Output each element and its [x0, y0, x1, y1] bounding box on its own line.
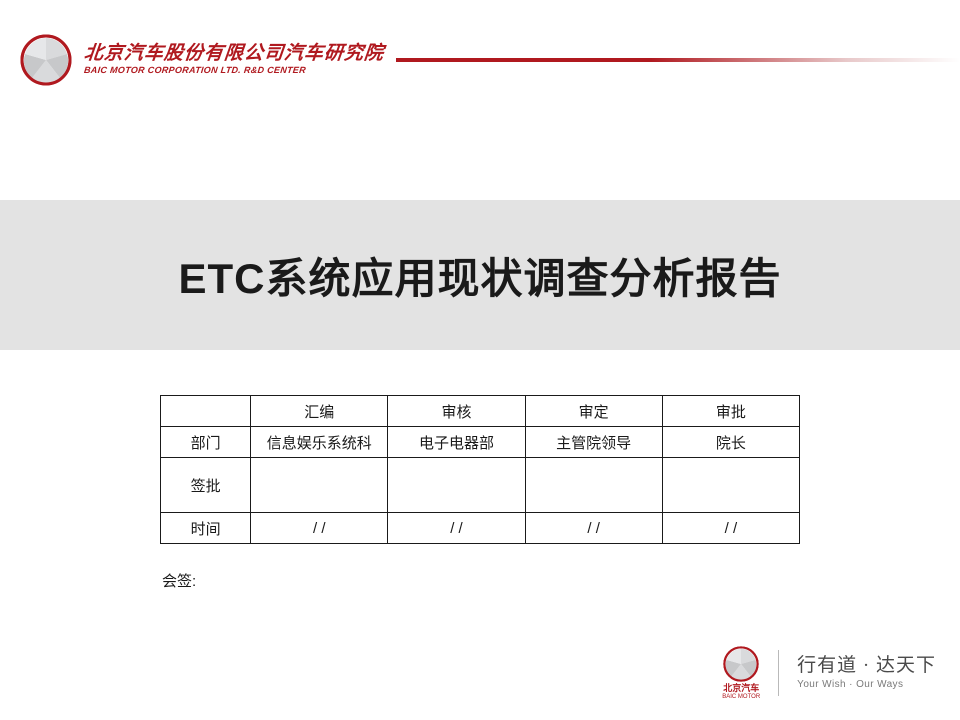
cell-time: / / — [388, 513, 525, 544]
cell-sign — [251, 458, 388, 513]
col-header: 审批 — [662, 396, 799, 427]
row-label: 签批 — [161, 458, 251, 513]
title-band: ETC系统应用现状调查分析报告 — [0, 200, 960, 350]
cell-sign — [525, 458, 662, 513]
footer-divider — [778, 650, 779, 696]
header: 北京汽车股份有限公司汽车研究院 BAIC MOTOR CORPORATION L… — [0, 30, 960, 90]
cell-sign — [388, 458, 525, 513]
footer-logo: 北京汽车 BAIC MOTOR — [722, 646, 760, 700]
col-header: 审定 — [525, 396, 662, 427]
logo-title-cn: 北京汽车股份有限公司汽车研究院 — [83, 44, 385, 64]
footer-brand-cn: 北京汽车 — [723, 684, 759, 693]
slogan-en: Your Wish · Our Ways — [797, 679, 903, 690]
row-label: 部门 — [161, 427, 251, 458]
cell-sign — [662, 458, 799, 513]
cell-time: / / — [525, 513, 662, 544]
cell-dept: 主管院领导 — [525, 427, 662, 458]
cell-dept: 信息娱乐系统科 — [251, 427, 388, 458]
cell-time: / / — [251, 513, 388, 544]
cell-dept: 电子电器部 — [388, 427, 525, 458]
col-header: 汇编 — [251, 396, 388, 427]
approval-table: 汇编 审核 审定 审批 部门 信息娱乐系统科 电子电器部 主管院领导 院长 签批… — [160, 395, 800, 544]
row-label: 时间 — [161, 513, 251, 544]
page-title: ETC系统应用现状调查分析报告 — [178, 245, 781, 306]
table-row-time: 时间 / / / / / / / / — [161, 513, 800, 544]
cell-blank — [161, 396, 251, 427]
footer-badge-icon — [723, 646, 759, 682]
footer-brand-en: BAIC MOTOR — [722, 694, 760, 700]
logo-badge-icon — [18, 32, 74, 88]
countersign-label: 会签: — [162, 570, 196, 591]
logo-title-en: BAIC MOTOR CORPORATION LTD. R&D CENTER — [84, 66, 385, 75]
cell-dept: 院长 — [662, 427, 799, 458]
slogan-cn: 行有道 · 达天下 — [797, 656, 936, 677]
header-rule — [396, 58, 960, 62]
table-row-dept: 部门 信息娱乐系统科 电子电器部 主管院领导 院长 — [161, 427, 800, 458]
table-row-header: 汇编 审核 审定 审批 — [161, 396, 800, 427]
footer: 北京汽车 BAIC MOTOR 行有道 · 达天下 Your Wish · Ou… — [722, 646, 936, 700]
footer-slogan: 行有道 · 达天下 Your Wish · Our Ways — [797, 656, 936, 691]
table-row-sign: 签批 — [161, 458, 800, 513]
cell-time: / / — [662, 513, 799, 544]
col-header: 审核 — [388, 396, 525, 427]
logo-text: 北京汽车股份有限公司汽车研究院 BAIC MOTOR CORPORATION L… — [84, 44, 384, 75]
